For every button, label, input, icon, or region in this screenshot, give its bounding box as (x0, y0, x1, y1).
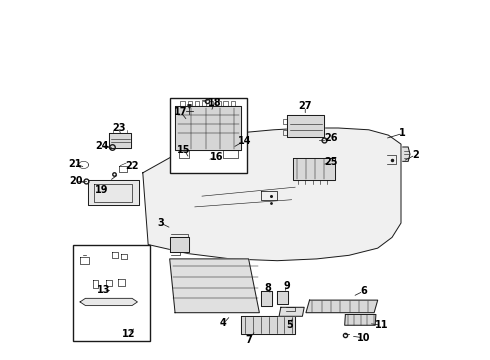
Polygon shape (170, 259, 259, 313)
Text: 1: 1 (399, 129, 406, 138)
Text: 23: 23 (112, 123, 125, 133)
Polygon shape (80, 298, 137, 306)
Text: 16: 16 (210, 152, 223, 162)
Polygon shape (287, 116, 324, 137)
Polygon shape (403, 147, 410, 161)
Text: 13: 13 (97, 285, 110, 296)
Text: 15: 15 (177, 144, 191, 154)
Text: 11: 11 (374, 320, 388, 330)
Bar (170, 98, 247, 173)
Text: 22: 22 (125, 161, 139, 171)
Text: 27: 27 (298, 102, 312, 112)
Polygon shape (344, 315, 376, 325)
Polygon shape (109, 134, 131, 148)
Text: 21: 21 (68, 159, 81, 169)
Polygon shape (294, 158, 335, 180)
Text: 17: 17 (173, 107, 187, 117)
Polygon shape (242, 316, 295, 334)
Polygon shape (170, 237, 190, 252)
Polygon shape (175, 107, 242, 149)
Text: 24: 24 (95, 141, 108, 151)
Polygon shape (279, 307, 304, 316)
Text: 25: 25 (324, 157, 338, 167)
Bar (73, 244, 150, 341)
Text: 8: 8 (265, 283, 272, 293)
Text: 12: 12 (122, 329, 135, 339)
Text: 14: 14 (238, 136, 252, 145)
Text: 9: 9 (284, 281, 291, 291)
Text: 19: 19 (95, 185, 108, 195)
Text: 5: 5 (287, 320, 293, 330)
Polygon shape (261, 291, 272, 306)
Text: 4: 4 (220, 319, 227, 328)
Polygon shape (277, 291, 288, 304)
Text: 3: 3 (157, 218, 164, 228)
Polygon shape (306, 300, 378, 313)
Text: 18: 18 (208, 98, 221, 108)
Text: 2: 2 (412, 150, 419, 160)
Text: 10: 10 (357, 333, 370, 343)
Polygon shape (88, 180, 139, 205)
Text: 6: 6 (360, 286, 367, 296)
Text: 7: 7 (245, 334, 252, 345)
Text: 26: 26 (324, 133, 338, 143)
Text: 20: 20 (69, 176, 82, 186)
Polygon shape (143, 128, 401, 261)
